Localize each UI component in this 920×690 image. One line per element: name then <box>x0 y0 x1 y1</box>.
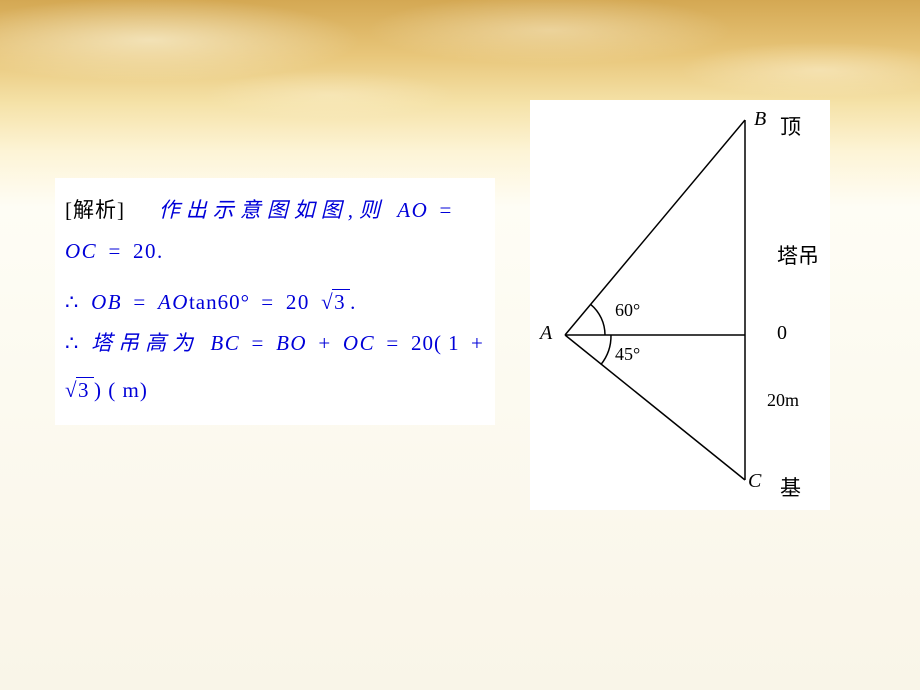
diagram-svg <box>530 100 830 510</box>
triangle-lines <box>565 120 745 480</box>
label-60: 60° <box>615 300 640 321</box>
label-45: 45° <box>615 344 640 365</box>
line1-eq: = <box>440 198 453 222</box>
line2-val: 20. <box>133 239 164 263</box>
solution-line-5: √3) ( m) <box>65 370 485 411</box>
line4-20paren: 20( 1 <box>411 331 460 355</box>
line3-OB: OB <box>91 290 122 314</box>
label-O: 0 <box>777 322 787 345</box>
line5-tail: ) ( m) <box>94 378 148 402</box>
therefore-2: ∴ <box>65 331 80 355</box>
solution-panel: [解析] 作出示意图如图,则 AO = OC = 20. ∴ OB = AOta… <box>55 178 495 425</box>
line4-eq1: = <box>251 331 264 355</box>
line2-eq: = <box>108 239 121 263</box>
line3-dot: . <box>350 290 357 314</box>
line4-BC: BC <box>210 331 240 355</box>
label-tower: 塔吊 <box>777 240 819 270</box>
line3-tan: tan60° <box>189 290 250 314</box>
label-base-cn: 基 <box>780 472 801 502</box>
sqrt-3-b: √3 <box>65 370 94 411</box>
geometry-diagram: B 顶 塔吊 60° 45° A 0 20m C 基 <box>530 100 830 510</box>
line3-20: 20 <box>286 290 310 314</box>
line3-eq2: = <box>261 290 274 314</box>
line3-AO: AO <box>158 290 189 314</box>
label-B: B <box>754 108 766 131</box>
line4-plus2: + <box>471 331 484 355</box>
radicand-3a: 3 <box>332 289 350 314</box>
arc-45 <box>601 335 611 365</box>
arc-60 <box>591 304 605 335</box>
label-top-cn: 顶 <box>780 111 801 141</box>
sqrt-3-a: √3 <box>321 282 350 323</box>
radicand-3b: 3 <box>76 377 94 402</box>
line4-eq2: = <box>386 331 399 355</box>
header-label: [解析] <box>65 198 125 222</box>
line4-plus: + <box>318 331 331 355</box>
line3-eq1: = <box>133 290 146 314</box>
therefore-1: ∴ <box>65 290 80 314</box>
line1-text: 作出示意图如图,则 <box>159 198 386 222</box>
solution-line-4: ∴ 塔吊高为 BC = BO + OC = 20( 1 + <box>65 323 485 364</box>
line4-text: 塔吊高为 <box>91 331 199 355</box>
solution-line-2: OC = 20. <box>65 231 485 272</box>
line2-OC: OC <box>65 239 97 263</box>
label-C: C <box>748 470 761 493</box>
solution-line-1: [解析] 作出示意图如图,则 AO = <box>65 190 485 231</box>
label-A: A <box>540 322 552 345</box>
line4-BO: BO <box>276 331 307 355</box>
solution-line-3: ∴ OB = AOtan60° = 20 √3. <box>65 282 485 323</box>
label-20m: 20m <box>767 390 799 411</box>
line1-AO: AO <box>397 198 428 222</box>
line4-OC: OC <box>343 331 375 355</box>
